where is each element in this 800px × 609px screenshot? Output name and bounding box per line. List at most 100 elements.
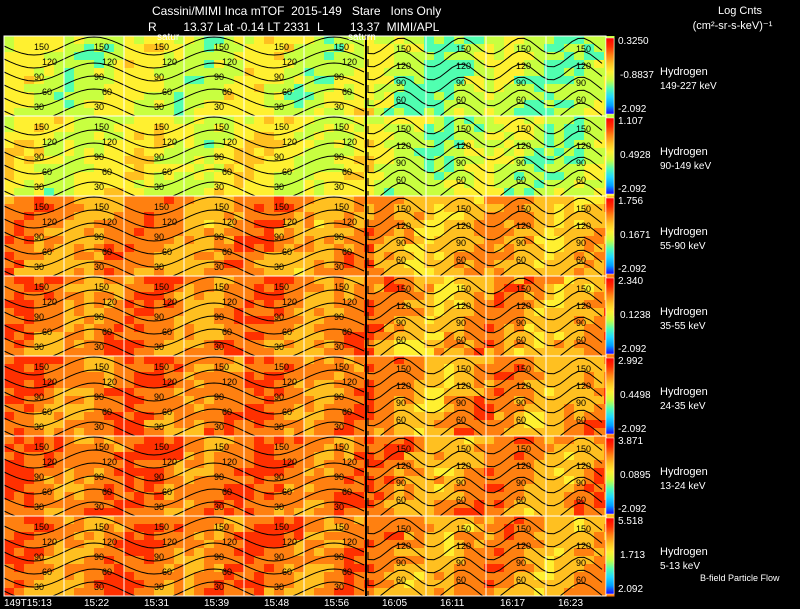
- contour-label: 60: [516, 495, 526, 505]
- contour-label: 120: [42, 457, 57, 467]
- contour-label: 90: [396, 478, 406, 488]
- energy-range-label: 24-35 keV: [660, 401, 706, 412]
- colorbar-mid-label: 0.1671: [620, 230, 651, 241]
- contour-label: 90: [154, 232, 164, 242]
- colorbar-min-label: -2.092: [618, 264, 647, 275]
- contour-label: 150: [396, 444, 411, 454]
- energy-range-label: 5-13 keV: [660, 561, 701, 572]
- contour-label: 30: [334, 422, 344, 432]
- panel-7: 150 120 90 60 30 150 120 90 60 30 150 120 90 60 30 150 1…: [3, 515, 615, 601]
- panel-1: 150 120 90 60 30 150 120 90 60 30 150 120 90 60 30 150 1…: [3, 35, 615, 121]
- contour-label: 120: [456, 221, 471, 231]
- contour-label: 30: [274, 502, 284, 512]
- contour-label: 60: [282, 247, 292, 257]
- contour-label: 60: [42, 87, 52, 97]
- contour-label: 30: [154, 342, 164, 352]
- contour-line: [367, 262, 603, 280]
- contour-label: 150: [516, 364, 531, 374]
- colorbar-max-label: 0.3250: [618, 36, 649, 47]
- contour-line: [367, 182, 603, 200]
- contour-label: 90: [576, 158, 586, 168]
- contour-line: [367, 543, 603, 561]
- energy-range-label: 149-227 keV: [660, 81, 717, 92]
- contour-label: 120: [342, 137, 357, 147]
- contour-label: 90: [154, 312, 164, 322]
- contour-label: 90: [576, 238, 586, 248]
- contour-label: 120: [42, 297, 57, 307]
- contour-label: 150: [576, 284, 591, 294]
- contour-line: [367, 143, 603, 161]
- contour-label: 90: [516, 398, 526, 408]
- contour-label: 60: [162, 327, 172, 337]
- contour-line: [367, 556, 603, 574]
- contour-label: 120: [222, 377, 237, 387]
- contour-label: 120: [396, 301, 411, 311]
- contour-label: 30: [34, 502, 44, 512]
- colorbar: [605, 37, 615, 115]
- contour-label: 150: [94, 442, 109, 452]
- contour-label: 120: [516, 541, 531, 551]
- contour-label: 30: [94, 102, 104, 112]
- contour-label: 60: [282, 567, 292, 577]
- contour-label: 120: [516, 461, 531, 471]
- contour-label: 120: [576, 541, 591, 551]
- contour-label: 150: [334, 202, 349, 212]
- contour-label: 60: [342, 487, 352, 497]
- contour-label: 60: [342, 327, 352, 337]
- contour-label: 60: [282, 327, 292, 337]
- contour-label: 120: [282, 377, 297, 387]
- contour-label: 150: [396, 524, 411, 534]
- contour-label: 60: [102, 167, 112, 177]
- contour-label: 30: [334, 342, 344, 352]
- contour-label: 120: [576, 221, 591, 231]
- contour-line: [367, 89, 603, 107]
- contour-label: 150: [274, 42, 289, 52]
- colorbar-mid-label: -0.8837: [620, 70, 654, 81]
- contour-label: 60: [516, 575, 526, 585]
- contour-label: 120: [456, 541, 471, 551]
- contour-label: 120: [396, 221, 411, 231]
- contour-label: 150: [274, 122, 289, 132]
- contour-label: 60: [162, 167, 172, 177]
- contour-line: [367, 303, 603, 321]
- contour-line: [367, 502, 603, 520]
- contour-line: [367, 169, 603, 187]
- contour-line: [367, 517, 603, 535]
- contour-label: 30: [274, 182, 284, 192]
- contour-label: 120: [576, 141, 591, 151]
- contour-label: 150: [214, 202, 229, 212]
- contour-label: 150: [94, 42, 109, 52]
- contour-label: 30: [154, 182, 164, 192]
- contour-label: 120: [342, 297, 357, 307]
- energy-range-label: 55-90 keV: [660, 241, 706, 252]
- contour-label: 150: [576, 364, 591, 374]
- contour-label: 60: [576, 575, 586, 585]
- species-label: Hydrogen: [660, 466, 708, 478]
- contour-label: 90: [576, 398, 586, 408]
- contour-line: [367, 236, 603, 254]
- contour-label: 120: [456, 141, 471, 151]
- contour-label: 30: [34, 102, 44, 112]
- contour-label: 120: [576, 301, 591, 311]
- contour-line: [367, 463, 603, 481]
- contour-label: 120: [342, 217, 357, 227]
- contour-label: 90: [396, 78, 406, 88]
- contour-label: 90: [214, 72, 224, 82]
- contour-label: 120: [102, 537, 117, 547]
- contour-label: 90: [576, 318, 586, 328]
- time-tick-label: 16:11: [440, 598, 465, 609]
- contour-label: 150: [214, 522, 229, 532]
- contour-label: 150: [34, 442, 49, 452]
- contour-label: 150: [94, 362, 109, 372]
- contour-label: 150: [214, 122, 229, 132]
- contour-label: 150: [456, 364, 471, 374]
- panel-5: 150 120 90 60 30 150 120 90 60 30 150 120 90 60 30 150 1…: [3, 355, 615, 441]
- contour-label: 60: [396, 335, 406, 345]
- contour-label: 60: [342, 567, 352, 577]
- panel-6: 150 120 90 60 30 150 120 90 60 30 150 120 90 60 30 150 1…: [3, 435, 615, 521]
- contour-label: 150: [94, 122, 109, 132]
- contour-label: 120: [102, 297, 117, 307]
- panel-2: 150 120 90 60 30 150 120 90 60 30 150 120 90 60 30 150 1…: [3, 115, 615, 201]
- contour-label: 150: [334, 282, 349, 292]
